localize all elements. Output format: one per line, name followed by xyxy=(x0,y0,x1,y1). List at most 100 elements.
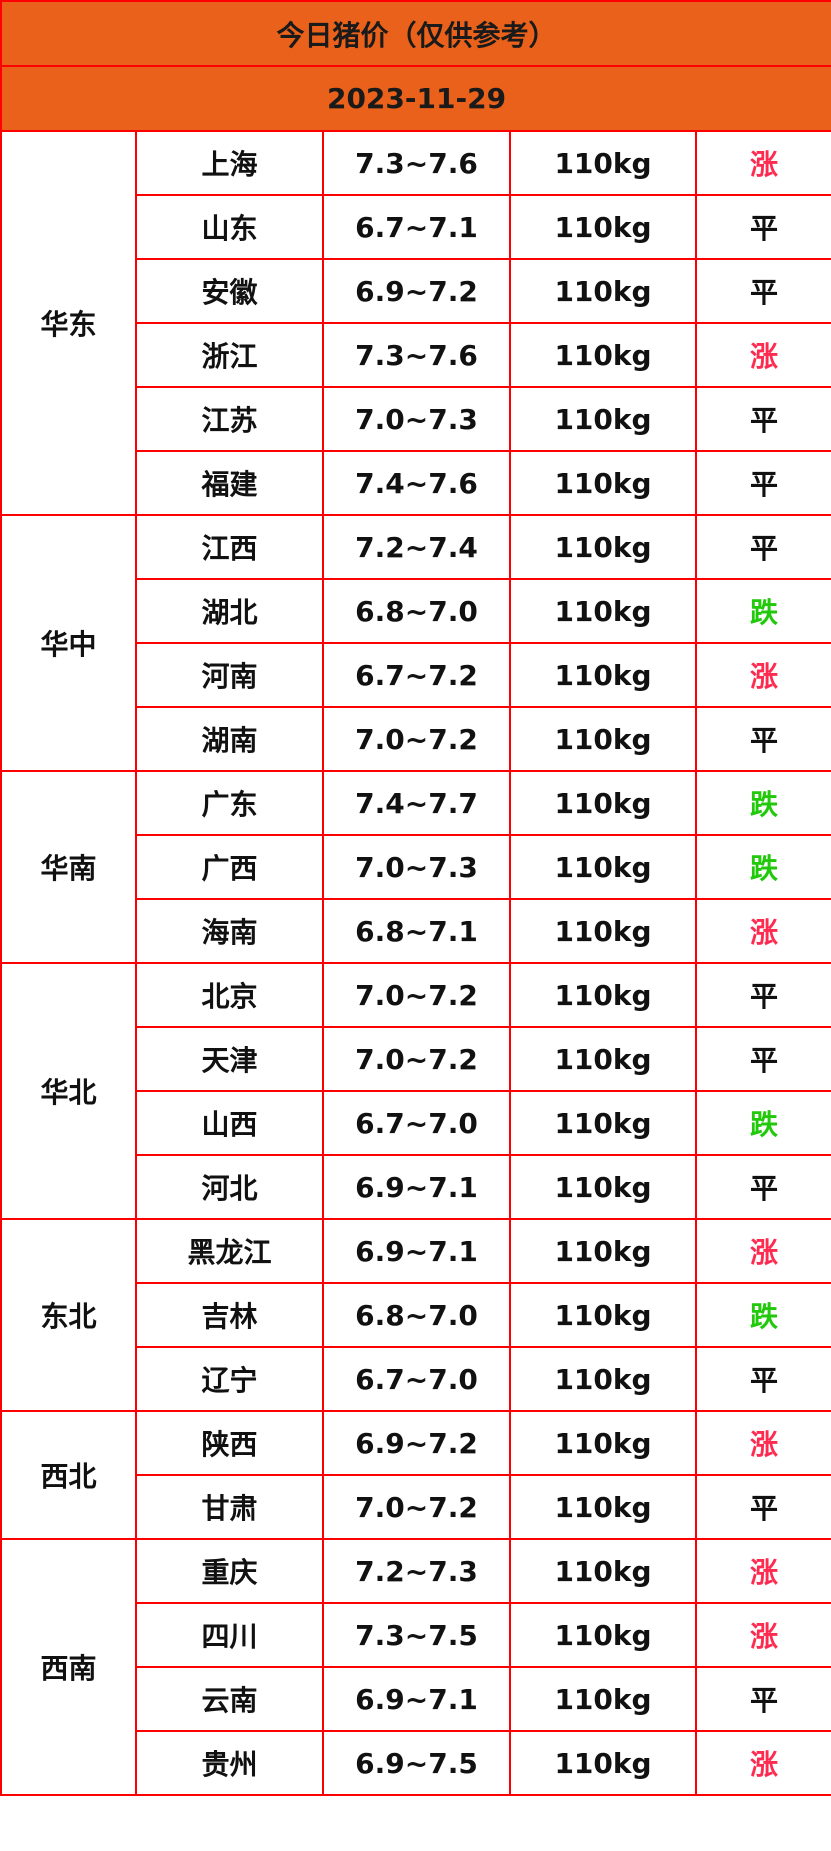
weight-cell: 110kg xyxy=(509,770,697,836)
table-row: 甘肃 7.0~7.2 110kg 平 xyxy=(1,1474,831,1540)
weight-cell: 110kg xyxy=(509,1410,697,1476)
province-cell: 河北 xyxy=(135,1154,324,1220)
trend-cell: 涨 xyxy=(694,898,831,964)
trend-cell: 涨 xyxy=(694,1410,831,1476)
table-row: 湖南 7.0~7.2 110kg 平 xyxy=(1,706,831,772)
price-cell: 6.9~7.5 xyxy=(322,1730,511,1796)
trend-cell: 涨 xyxy=(694,322,831,388)
province-cell: 山西 xyxy=(135,1090,324,1156)
trend-cell: 跌 xyxy=(694,770,831,836)
trend-cell: 涨 xyxy=(694,1730,831,1796)
trend-cell: 平 xyxy=(694,1154,831,1220)
trend-cell: 平 xyxy=(694,1026,831,1092)
province-cell: 江苏 xyxy=(135,386,324,452)
province-cell: 上海 xyxy=(135,130,324,196)
weight-cell: 110kg xyxy=(509,1026,697,1092)
price-cell: 7.3~7.6 xyxy=(322,130,511,196)
table-row: 广西 7.0~7.3 110kg 跌 xyxy=(1,834,831,900)
trend-cell: 跌 xyxy=(694,834,831,900)
price-cell: 6.9~7.1 xyxy=(322,1154,511,1220)
trend-cell: 平 xyxy=(694,514,831,580)
table-row: 天津 7.0~7.2 110kg 平 xyxy=(1,1026,831,1092)
province-cell: 贵州 xyxy=(135,1730,324,1796)
price-cell: 7.0~7.3 xyxy=(322,386,511,452)
weight-cell: 110kg xyxy=(509,1474,697,1540)
region-cell: 华南 xyxy=(0,770,137,964)
price-cell: 6.8~7.1 xyxy=(322,898,511,964)
price-cell: 7.0~7.2 xyxy=(322,706,511,772)
price-cell: 6.8~7.0 xyxy=(322,578,511,644)
trend-cell: 涨 xyxy=(694,130,831,196)
province-cell: 黑龙江 xyxy=(135,1218,324,1284)
weight-cell: 110kg xyxy=(509,450,697,516)
weight-cell: 110kg xyxy=(509,578,697,644)
weight-cell: 110kg xyxy=(509,322,697,388)
weight-cell: 110kg xyxy=(509,194,697,260)
table-row: 华南 广东 7.4~7.7 110kg 跌 xyxy=(0,770,831,964)
table-row: 吉林 6.8~7.0 110kg 跌 xyxy=(1,1282,831,1348)
table-row: 贵州 6.9~7.5 110kg 涨 xyxy=(1,1730,831,1796)
region-cell: 华北 xyxy=(0,962,137,1220)
weight-cell: 110kg xyxy=(509,1666,697,1732)
province-cell: 重庆 xyxy=(135,1538,324,1604)
table-row: 东北 黑龙江 6.9~7.1 110kg 涨 xyxy=(0,1218,831,1412)
table-row: 辽宁 6.7~7.0 110kg 平 xyxy=(1,1346,831,1412)
region-cell: 华东 xyxy=(0,130,137,516)
weight-cell: 110kg xyxy=(509,386,697,452)
table-row: 河北 6.9~7.1 110kg 平 xyxy=(1,1154,831,1220)
trend-cell: 涨 xyxy=(694,1602,831,1668)
weight-cell: 110kg xyxy=(509,962,697,1028)
weight-cell: 110kg xyxy=(509,834,697,900)
price-cell: 7.3~7.5 xyxy=(322,1602,511,1668)
province-cell: 云南 xyxy=(135,1666,324,1732)
province-cell: 广东 xyxy=(135,770,324,836)
region-cell: 西北 xyxy=(0,1410,137,1540)
province-cell: 江西 xyxy=(135,514,324,580)
table-row: 云南 6.9~7.1 110kg 平 xyxy=(1,1666,831,1732)
price-cell: 7.0~7.2 xyxy=(322,1474,511,1540)
province-cell: 山东 xyxy=(135,194,324,260)
region-cell: 东北 xyxy=(0,1218,137,1412)
trend-cell: 平 xyxy=(694,194,831,260)
trend-cell: 平 xyxy=(694,1474,831,1540)
province-cell: 吉林 xyxy=(135,1282,324,1348)
region-cell: 西南 xyxy=(0,1538,137,1796)
province-cell: 广西 xyxy=(135,834,324,900)
price-cell: 6.8~7.0 xyxy=(322,1282,511,1348)
region-cell: 华中 xyxy=(0,514,137,772)
trend-cell: 平 xyxy=(694,1666,831,1732)
trend-cell: 跌 xyxy=(694,578,831,644)
province-cell: 福建 xyxy=(135,450,324,516)
table-row: 华东 上海 7.3~7.6 110kg 涨 xyxy=(0,130,831,516)
province-cell: 湖北 xyxy=(135,578,324,644)
price-cell: 7.2~7.3 xyxy=(322,1538,511,1604)
price-cell: 7.2~7.4 xyxy=(322,514,511,580)
province-cell: 四川 xyxy=(135,1602,324,1668)
table-row: 西北 陕西 6.9~7.2 110kg 涨 xyxy=(0,1410,831,1540)
table-row: 华北 北京 7.0~7.2 110kg 平 xyxy=(0,962,831,1220)
price-cell: 6.9~7.2 xyxy=(322,258,511,324)
table-date: 2023-11-29 xyxy=(0,65,831,132)
table-row: 四川 7.3~7.5 110kg 涨 xyxy=(1,1602,831,1668)
price-cell: 6.7~7.1 xyxy=(322,194,511,260)
trend-cell: 跌 xyxy=(694,1090,831,1156)
weight-cell: 110kg xyxy=(509,130,697,196)
table-row: 浙江 7.3~7.6 110kg 涨 xyxy=(1,322,831,388)
price-cell: 7.3~7.6 xyxy=(322,322,511,388)
weight-cell: 110kg xyxy=(509,898,697,964)
weight-cell: 110kg xyxy=(509,1282,697,1348)
province-cell: 安徽 xyxy=(135,258,324,324)
province-cell: 浙江 xyxy=(135,322,324,388)
table-row: 安徽 6.9~7.2 110kg 平 xyxy=(1,258,831,324)
price-cell: 6.9~7.1 xyxy=(322,1666,511,1732)
table-row: 江苏 7.0~7.3 110kg 平 xyxy=(1,386,831,452)
table-row: 山西 6.7~7.0 110kg 跌 xyxy=(1,1090,831,1156)
price-cell: 6.9~7.2 xyxy=(322,1410,511,1476)
province-cell: 北京 xyxy=(135,962,324,1028)
pig-price-table: 今日猪价（仅供参考） 2023-11-29 华东 上海 7.3~7.6 110kg 涨山… xyxy=(0,0,831,1796)
price-cell: 7.0~7.2 xyxy=(322,1026,511,1092)
trend-cell: 涨 xyxy=(694,1538,831,1604)
table-row: 山东 6.7~7.1 110kg 平 xyxy=(1,194,831,260)
trend-cell: 跌 xyxy=(694,1282,831,1348)
table-row: 华中 江西 7.2~7.4 110kg 平 xyxy=(0,514,831,772)
